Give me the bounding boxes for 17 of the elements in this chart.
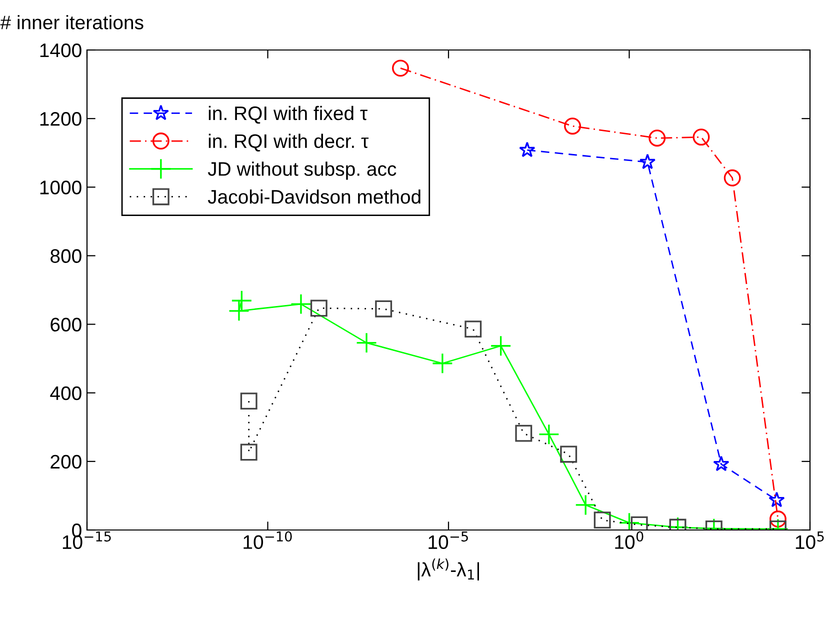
legend-label: in. RQI with fixed τ: [208, 106, 368, 124]
y-tick-label: 200: [50, 454, 82, 469]
legend-label: in. RQI with decr. τ: [208, 134, 369, 152]
y-tick-label: 400: [50, 386, 82, 400]
x-tick-label: 10$^{−10}$: [244, 531, 292, 549]
y-tick-label: 1200: [40, 112, 82, 126]
y-tick-label: 1000: [40, 180, 82, 194]
y-axis-title: # inner iterations: [0, 15, 144, 30]
x-tick-label: 10$^{−5}$: [428, 531, 468, 550]
x-tick-label: 10$^{0}$: [615, 531, 644, 549]
legend-label: JD without subsp. acc: [208, 162, 396, 180]
x-tick-label: 10$^{5}$: [796, 531, 824, 550]
x-axis-title: |λ$^{(k)}$-λ$_{1}$|: [418, 558, 480, 580]
y-tick-label: 600: [50, 318, 82, 332]
y-tick-label: 800: [50, 249, 82, 263]
legend-label: Jacobi-Davidson method: [208, 189, 420, 204]
y-tick-label: 1400: [40, 43, 82, 58]
